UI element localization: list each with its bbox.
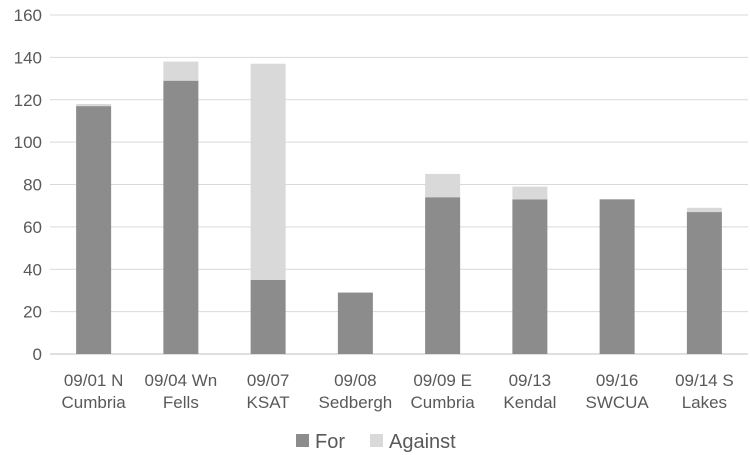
x-category-label: KSAT [247,393,290,412]
bar-against-5 [512,186,548,200]
x-category-label: 09/16 [596,371,639,390]
y-tick-label: 100 [14,133,42,152]
x-category-label: Cumbria [411,393,476,412]
bar-against-0 [76,103,112,107]
bar-against-1 [163,61,199,81]
bar-for-1 [163,80,199,355]
x-category-label: 09/07 [247,371,290,390]
legend-swatch-for [296,434,309,447]
x-category-label: 09/13 [509,371,552,390]
x-category-label: Lakes [682,393,727,412]
y-tick-label: 80 [23,176,42,195]
bar-against-2 [250,63,286,280]
x-axis-labels: 09/01 N Cumbria 09/04 Wn Fells 09/07 KSAT 09/0… [62,371,734,412]
bar-against-4 [425,173,461,198]
bar-for-4 [425,197,461,354]
gridlines [50,14,748,355]
x-category-label: 09/14 S [675,371,734,390]
x-category-label: 09/09 E [413,371,472,390]
bar-for-5 [512,199,548,354]
bar-against-7 [686,207,722,213]
x-category-label: Cumbria [62,393,127,412]
x-category-label: 09/08 [334,371,377,390]
x-category-label: Fells [163,393,199,412]
y-axis-ticks: 0 20 40 60 80 100 120 140 160 [14,6,42,364]
y-tick-label: 120 [14,91,42,110]
x-category-label: Kendal [503,393,556,412]
y-tick-label: 0 [33,345,42,364]
x-category-label: SWCUA [585,393,649,412]
y-tick-label: 20 [23,303,42,322]
y-tick-label: 60 [23,218,42,237]
x-category-label: Sedbergh [319,393,393,412]
y-tick-label: 40 [23,260,42,279]
legend: For Against [296,431,456,453]
legend-label-for: For [315,431,345,453]
bars [76,61,722,355]
x-category-label: 09/01 N [64,371,124,390]
bar-for-2 [250,279,286,354]
y-tick-label: 140 [14,48,42,67]
x-category-label: 09/04 Wn [144,371,217,390]
bar-for-7 [686,212,722,354]
bar-for-6 [599,199,635,354]
legend-label-against: Against [389,431,456,453]
y-tick-label: 160 [14,6,42,25]
legend-swatch-against [370,434,383,447]
bar-for-3 [337,292,373,354]
bar-for-0 [76,106,112,354]
